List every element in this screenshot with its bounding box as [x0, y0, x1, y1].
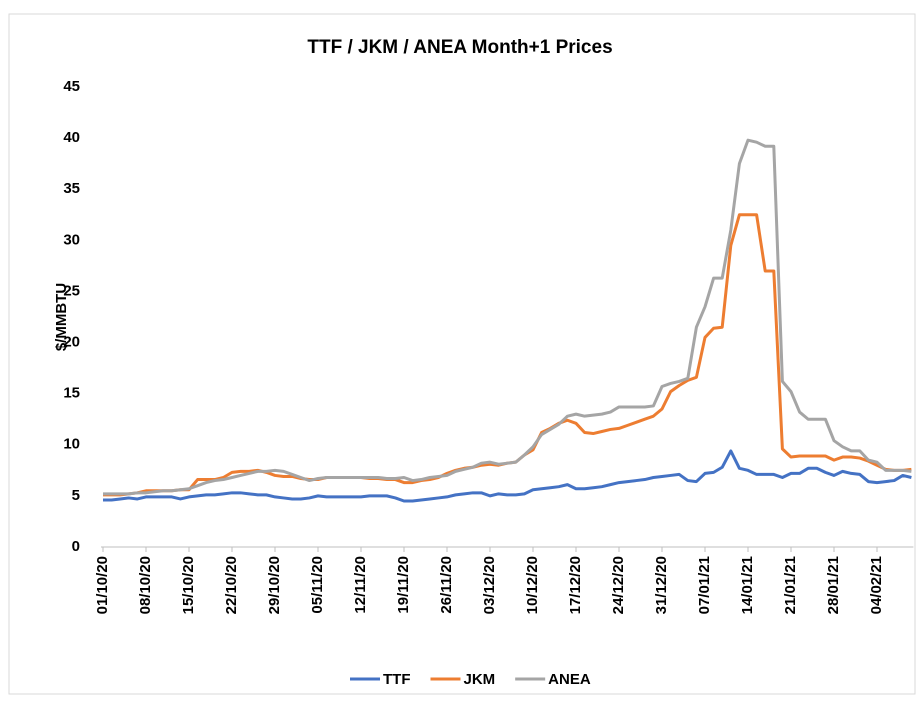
y-tick-label: 0: [72, 538, 80, 555]
y-axis-label: $/MMBTU: [53, 283, 70, 351]
x-tick-label: 31/12/20: [653, 556, 670, 614]
legend-label: TTF: [383, 671, 411, 688]
x-tick-label: 26/11/20: [438, 556, 455, 614]
y-tick-label: 15: [63, 385, 80, 402]
x-tick-label: 12/11/20: [352, 556, 369, 614]
y-tick-label: 40: [63, 129, 80, 146]
x-tick-label: 28/01/21: [825, 556, 842, 614]
y-tick-label: 20: [63, 334, 80, 351]
x-tick-label: 08/10/20: [137, 556, 154, 614]
x-tick-label: 21/01/21: [782, 556, 799, 614]
y-tick-label: 10: [63, 436, 80, 453]
chart-frame: [8, 13, 916, 695]
series-line: [103, 138, 912, 496]
x-tick-label: 29/10/20: [266, 556, 283, 614]
x-tick-label: 17/12/20: [567, 556, 584, 614]
x-tick-label: 22/10/20: [223, 556, 240, 614]
y-tick-label: 45: [63, 78, 80, 95]
chart-title: TTF / JKM / ANEA Month+1 Prices: [307, 37, 612, 58]
y-tick-label: 25: [63, 282, 80, 299]
legend-label: JKM: [464, 671, 496, 688]
x-tick-label: 05/11/20: [309, 556, 326, 614]
y-tick-label: 30: [63, 231, 80, 248]
y-tick-label: 5: [72, 487, 80, 504]
x-tick-label: 24/12/20: [610, 556, 627, 614]
x-tick-label: 15/10/20: [180, 556, 197, 614]
y-tick-label: 35: [63, 180, 80, 197]
x-tick-label: 07/01/21: [696, 556, 713, 614]
x-tick-label: 04/02/21: [868, 556, 885, 614]
x-tick-label: 01/10/20: [94, 556, 111, 614]
x-tick-label: 14/01/21: [739, 556, 756, 614]
x-tick-label: 10/12/20: [524, 556, 541, 614]
legend-label: ANEA: [548, 671, 591, 688]
series-line: [103, 449, 912, 503]
x-tick-label: 19/11/20: [395, 556, 412, 614]
x-tick-label: 03/12/20: [481, 556, 498, 614]
